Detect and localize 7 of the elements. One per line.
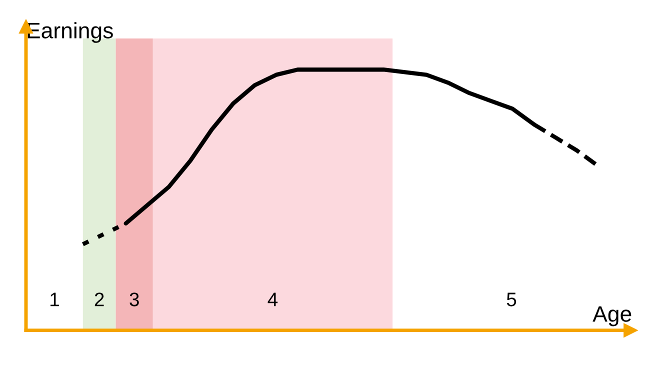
annotation: 3	[130, 292, 139, 306]
annotation: 5	[506, 292, 516, 306]
y-axis-title: Earnings	[28, 22, 113, 43]
annotation: 2	[94, 292, 104, 306]
x-axis-title: Age	[592, 306, 632, 326]
annotation: 4	[268, 292, 278, 306]
text: 1	[50, 292, 59, 306]
